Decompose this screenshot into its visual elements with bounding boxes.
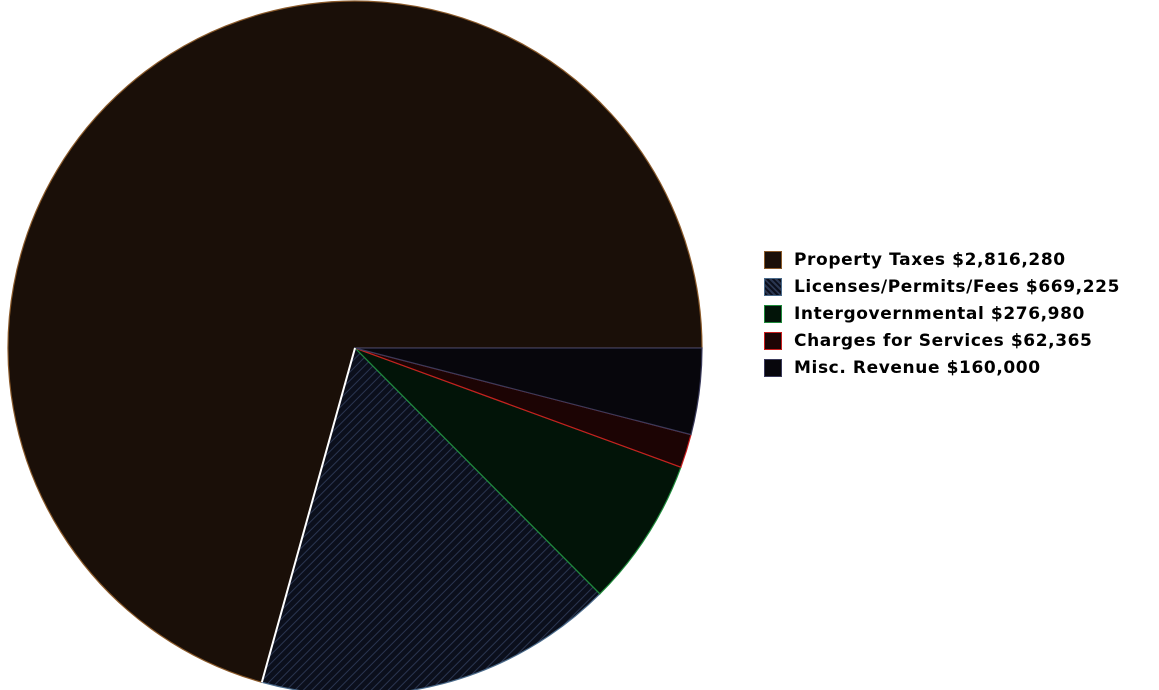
slice-misc-revenue	[354, 347, 703, 436]
slice-separator	[260, 347, 356, 683]
legend-swatch	[764, 331, 782, 350]
legend-label: Misc. Revenue $160,000	[794, 357, 1041, 378]
legend-swatch	[764, 250, 782, 269]
legend-label: Charges for Services $62,365	[794, 330, 1093, 351]
legend-swatch	[764, 304, 782, 323]
pie-slices	[7, 0, 703, 690]
legend-label: Property Taxes $2,816,280	[794, 249, 1066, 270]
legend-label: Licenses/Permits/Fees $669,225	[794, 276, 1120, 297]
legend-swatch	[764, 358, 782, 377]
legend-swatch	[764, 277, 782, 296]
legend-item-misc-revenue: Misc. Revenue $160,000	[764, 354, 1120, 381]
legend: Property Taxes $2,816,280 Licenses/Permi…	[764, 246, 1120, 381]
slice-intergovernmental	[354, 347, 682, 595]
legend-item-property-taxes: Property Taxes $2,816,280	[764, 246, 1120, 273]
legend-label: Intergovernmental $276,980	[794, 303, 1085, 324]
slice-licenses-permits-fees	[261, 346, 601, 690]
legend-item-charges-for-services: Charges for Services $62,365	[764, 327, 1120, 354]
legend-item-intergovernmental: Intergovernmental $276,980	[764, 300, 1120, 327]
legend-item-licenses-permits-fees: Licenses/Permits/Fees $669,225	[764, 273, 1120, 300]
slice-property-taxes	[7, 0, 703, 684]
